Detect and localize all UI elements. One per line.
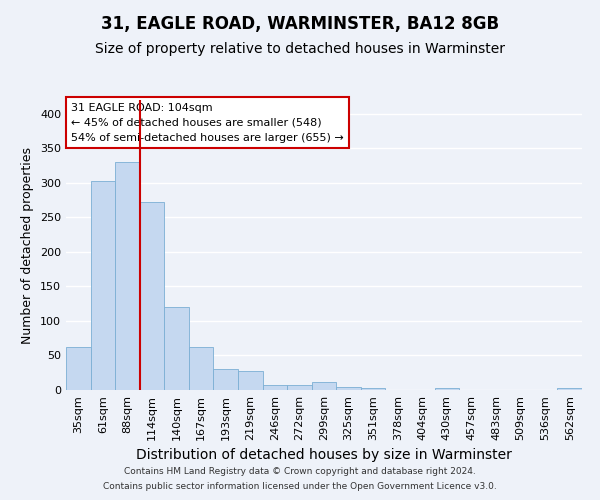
Bar (238, 372, 263, 390)
Bar (263, 385, 287, 390)
Bar (91, 182, 115, 390)
Bar (336, 387, 361, 390)
Bar (312, 382, 336, 390)
Bar (189, 346, 214, 390)
Bar (287, 385, 312, 390)
Bar (140, 202, 164, 390)
Y-axis label: Number of detached properties: Number of detached properties (22, 146, 34, 344)
Text: 31 EAGLE ROAD: 104sqm
← 45% of detached houses are smaller (548)
54% of semi-det: 31 EAGLE ROAD: 104sqm ← 45% of detached … (71, 103, 344, 142)
Bar (66, 347, 91, 390)
Bar (557, 388, 582, 390)
X-axis label: Distribution of detached houses by size in Warminster: Distribution of detached houses by size … (136, 448, 512, 462)
Bar (361, 388, 385, 390)
Text: Size of property relative to detached houses in Warminster: Size of property relative to detached ho… (95, 42, 505, 56)
Bar (115, 162, 140, 390)
Text: Contains public sector information licensed under the Open Government Licence v3: Contains public sector information licen… (103, 482, 497, 491)
Bar (434, 388, 459, 390)
Text: 31, EAGLE ROAD, WARMINSTER, BA12 8GB: 31, EAGLE ROAD, WARMINSTER, BA12 8GB (101, 15, 499, 33)
Bar (164, 307, 189, 390)
Bar (214, 370, 238, 390)
Text: Contains HM Land Registry data © Crown copyright and database right 2024.: Contains HM Land Registry data © Crown c… (124, 467, 476, 476)
